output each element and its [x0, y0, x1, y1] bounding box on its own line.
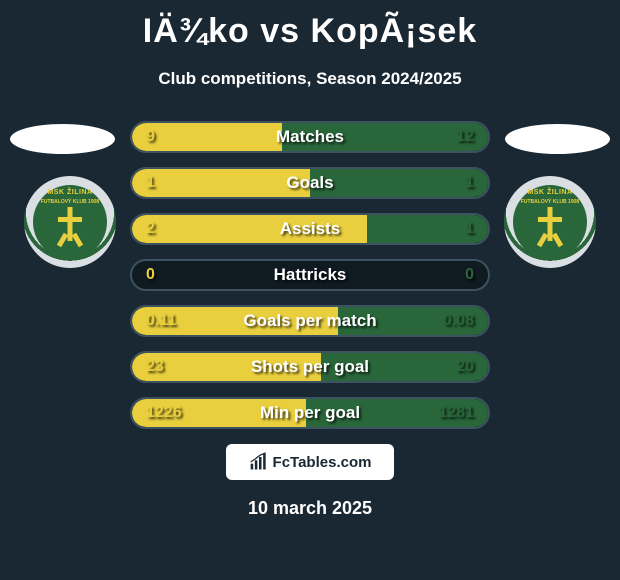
club-sub-right: FUTBALOVÝ KLUB 1908: [521, 199, 579, 205]
stat-left-fill: [132, 215, 367, 243]
club-cross-icon: [55, 207, 85, 247]
player-right-ellipse: [505, 124, 610, 154]
stat-left-fill: [132, 399, 306, 427]
fctables-badge: FcTables.com: [226, 444, 394, 480]
footer-date: 10 march 2025: [0, 498, 620, 519]
page-title: IÄ¾ko vs KopÃ¡sek: [0, 0, 620, 51]
stat-row: Min per goal12261281: [130, 397, 490, 429]
stat-row: Goals11: [130, 167, 490, 199]
page-subtitle: Club competitions, Season 2024/2025: [0, 69, 620, 89]
club-name-right: MSK ŽILINA: [527, 189, 572, 196]
player-left-ellipse: [10, 124, 115, 154]
stat-row: Matches912: [130, 121, 490, 153]
stat-row: Assists21: [130, 213, 490, 245]
stat-left-fill: [132, 307, 338, 335]
stat-left-fill: [132, 123, 282, 151]
club-name-left: MSK ŽILINA: [47, 189, 92, 196]
stat-right-fill: [367, 215, 488, 243]
stat-right-fill: [306, 399, 488, 427]
stat-left-fill: [132, 169, 310, 197]
stat-track: [130, 167, 490, 199]
stat-track: [130, 121, 490, 153]
stat-row: Goals per match0.110.08: [130, 305, 490, 337]
stats-bars-container: Matches912 Goals11 Assists21 Hattricks00 Goa…: [130, 121, 490, 443]
stat-track: [130, 259, 490, 291]
club-sub-left: FUTBALOVÝ KLUB 1908: [41, 199, 99, 205]
chart-icon: [249, 452, 269, 472]
stat-track: [130, 305, 490, 337]
stat-right-fill: [338, 307, 488, 335]
stat-row: Shots per goal2320: [130, 351, 490, 383]
club-cross-icon: [535, 207, 565, 247]
club-logo-right: MSK ŽILINA FUTBALOVÝ KLUB 1908: [504, 176, 596, 268]
club-logo-left: MSK ŽILINA FUTBALOVÝ KLUB 1908: [24, 176, 116, 268]
stat-right-fill: [321, 353, 488, 381]
stat-right-fill: [282, 123, 488, 151]
badge-text: FcTables.com: [273, 454, 372, 471]
stat-track: [130, 397, 490, 429]
stat-track: [130, 213, 490, 245]
stat-left-fill: [132, 353, 321, 381]
stat-right-fill: [310, 169, 488, 197]
stat-track: [130, 351, 490, 383]
stat-row: Hattricks00: [130, 259, 490, 291]
